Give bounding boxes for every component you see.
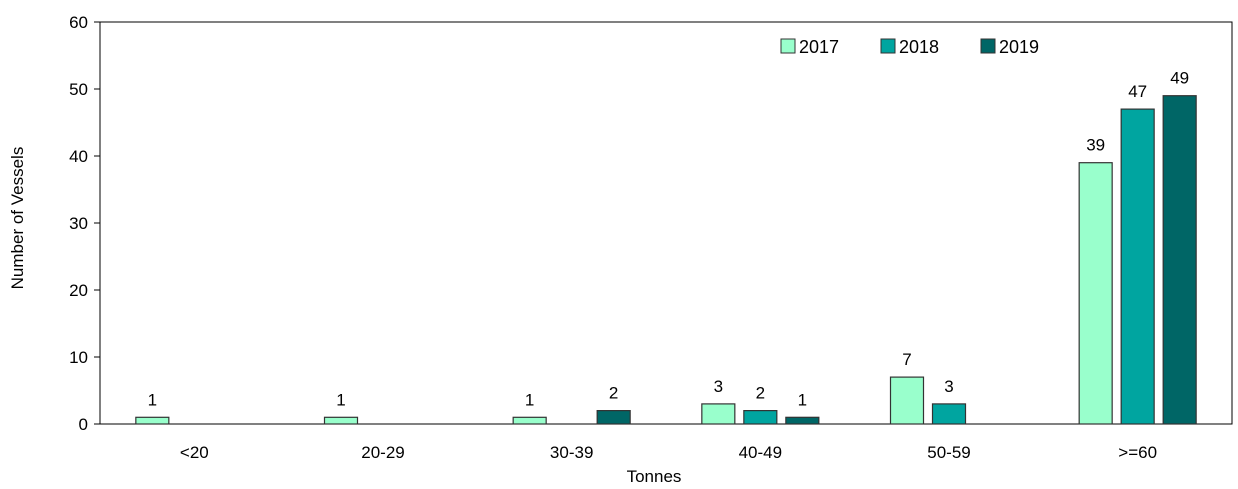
data-label: 1 [148, 390, 157, 409]
legend-label-2017: 2017 [799, 37, 839, 57]
legend-label-2018: 2018 [899, 37, 939, 57]
data-labels: 1 1 1 3 7 39 2 3 47 2 1 49 [148, 69, 1190, 410]
y-tick-label: 50 [69, 80, 88, 99]
data-label: 47 [1128, 82, 1147, 101]
bar-2018-3 [743, 410, 778, 425]
y-axis-ticks: 0 10 20 30 40 50 60 [69, 13, 100, 434]
x-tick-label: <20 [180, 443, 209, 462]
x-tick-label: 40-49 [739, 443, 782, 462]
data-label: 2 [756, 384, 765, 403]
y-axis-title: Number of Vessels [8, 147, 27, 290]
y-tick-label: 60 [69, 13, 88, 32]
legend: 2017 2018 2019 [780, 37, 1039, 57]
data-label: 7 [902, 350, 911, 369]
x-tick-label: >=60 [1118, 443, 1157, 462]
bar-2019-2 [596, 410, 631, 425]
bar-2017-0 [135, 416, 170, 425]
data-label: 1 [525, 390, 534, 409]
legend-swatch-2018 [880, 38, 896, 54]
data-label: 2 [609, 384, 618, 403]
data-label: 1 [336, 390, 345, 409]
bar-2017-4 [889, 376, 925, 425]
y-tick-label: 20 [69, 281, 88, 300]
data-label: 3 [944, 377, 953, 396]
bar-2017-2 [512, 416, 547, 425]
data-label: 1 [798, 390, 807, 409]
bar-2018-4 [931, 403, 967, 425]
bar-2019-3 [785, 416, 820, 425]
legend-swatch-2017 [780, 38, 796, 54]
plot-frame [99, 21, 1233, 425]
x-tick-label: 20-29 [361, 443, 404, 462]
bar-2017-5 [1078, 162, 1113, 425]
data-label: 39 [1086, 136, 1105, 155]
y-tick-label: 10 [69, 348, 88, 367]
data-label: 49 [1170, 69, 1189, 88]
y-tick-label: 0 [79, 415, 88, 434]
data-label: 3 [714, 377, 723, 396]
y-tick-label: 40 [69, 147, 88, 166]
y-tick-label: 30 [69, 214, 88, 233]
bar-2018-5 [1120, 108, 1155, 425]
x-axis-ticks: <20 20-29 30-39 40-49 50-59 >=60 [180, 443, 1157, 462]
x-axis-title: Tonnes [627, 467, 682, 486]
bar-2017-1 [323, 416, 359, 425]
bars [135, 95, 1197, 425]
legend-swatch-2019 [980, 38, 996, 54]
legend-label-2019: 2019 [999, 37, 1039, 57]
bar-2019-5 [1162, 95, 1197, 425]
x-tick-label: 50-59 [927, 443, 970, 462]
bar-2017-3 [701, 403, 736, 425]
x-tick-label: 30-39 [550, 443, 593, 462]
